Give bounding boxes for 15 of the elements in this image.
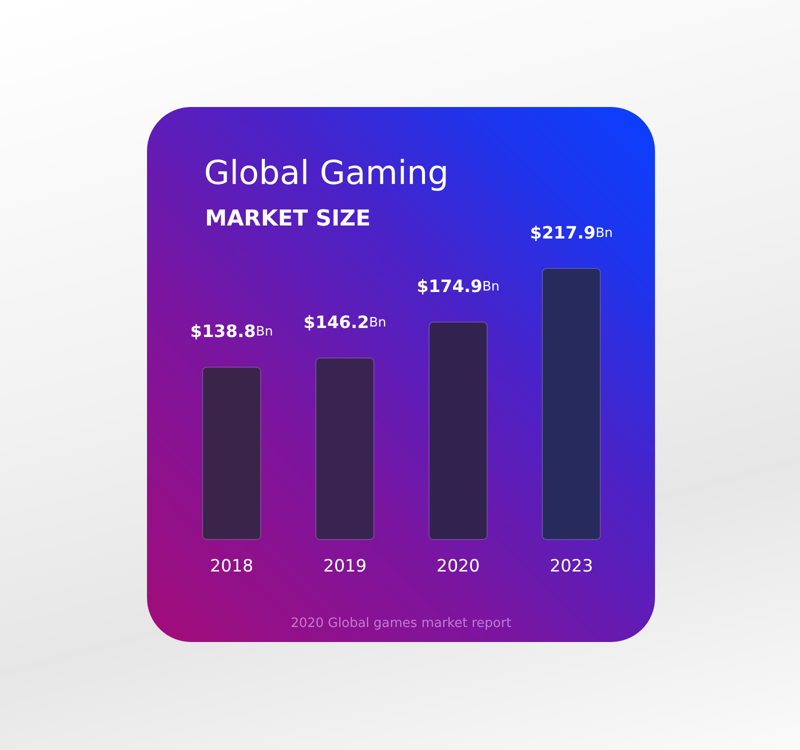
data-label: $174.9Bn (416, 277, 500, 298)
x-tick-label: 2018 (210, 556, 254, 576)
chart-subtitle: MARKET SIZE (205, 206, 371, 232)
bar (202, 366, 262, 540)
bar (428, 322, 488, 540)
bar (315, 358, 374, 540)
x-tick-label: 2019 (323, 556, 367, 576)
bar (542, 268, 601, 540)
chart-title: Global Gaming (204, 153, 449, 192)
text: 2020 Global games market report (290, 616, 512, 631)
data-label: $146.2Bn (303, 313, 386, 333)
data-label: $217.9Bn (530, 224, 613, 244)
x-tick-label: 2020 (436, 556, 480, 576)
data-label: $138.8Bn (190, 322, 274, 342)
x-tick-label: 2023 (550, 556, 594, 576)
